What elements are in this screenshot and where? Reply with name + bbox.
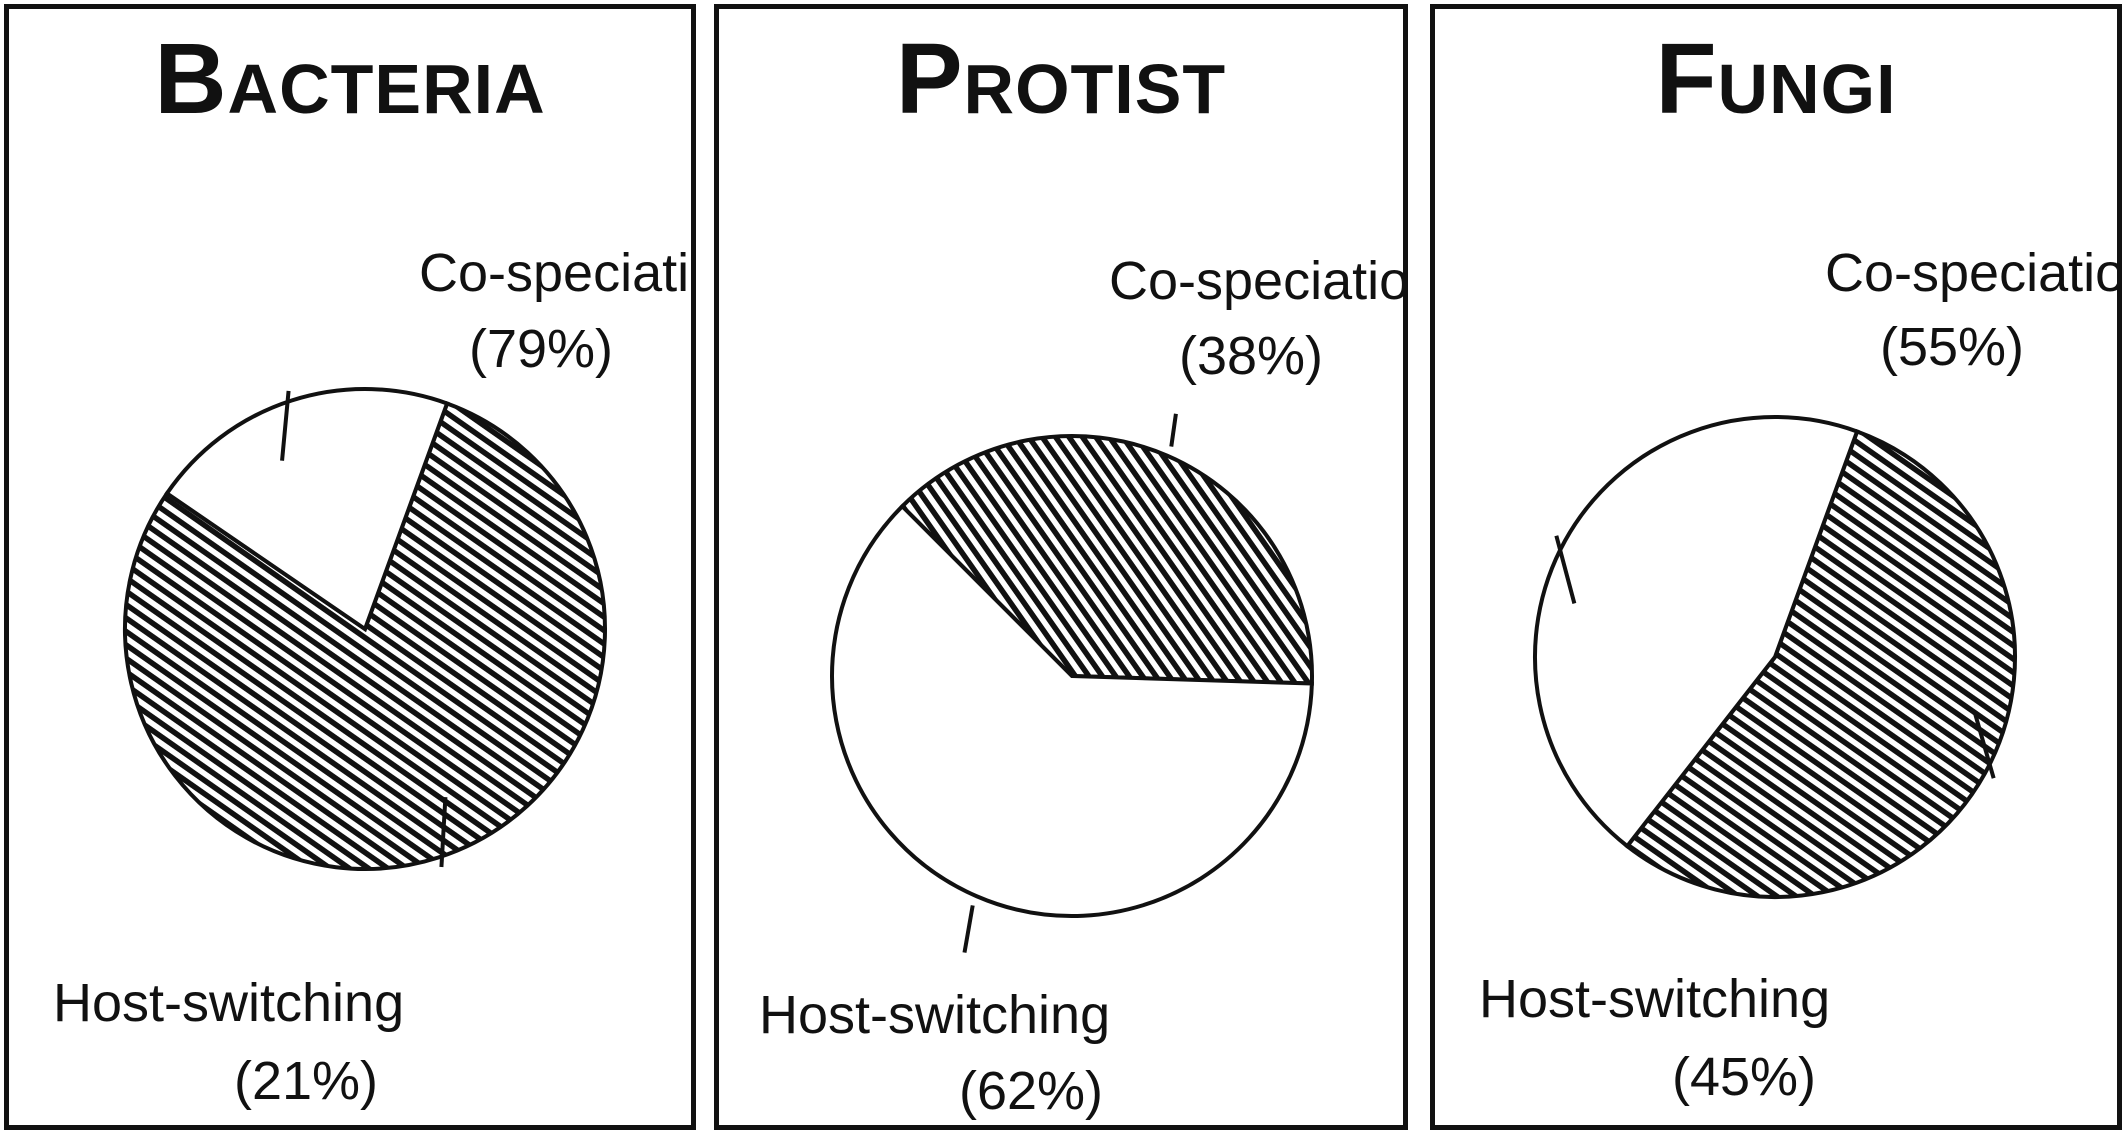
pie-chart-svg: Co-speciation (55%) Host-switching (45%) <box>1479 243 2117 1107</box>
leader-line <box>1169 413 1178 447</box>
leader-line <box>1972 710 1996 779</box>
slice-label: Host-switching <box>759 985 1110 1045</box>
leader-line <box>280 390 291 461</box>
pie-slice-host-switching <box>830 503 1314 918</box>
slice-percent-label: (21%) <box>234 1051 378 1111</box>
pie-slice-host-switching <box>1532 415 1860 849</box>
slice-label: Co-speciation <box>419 243 691 303</box>
chart-title: Protist <box>895 23 1227 135</box>
leader-line <box>1554 535 1577 604</box>
chart-panel-bacteria: Bacteria Co-speciation (79%) Host-switchin… <box>4 4 696 1130</box>
slice-label: Host-switching <box>1479 969 1830 1029</box>
slice-percent-label: (55%) <box>1880 317 2024 377</box>
slice-percent-label: (38%) <box>1179 326 1323 386</box>
pie-chart-svg: Co-speciation (79%) Host-switching (21%) <box>53 243 691 1111</box>
chart-panel-fungi: Fungi Co-speciation (55%) Host-switching (4… <box>1430 4 2122 1130</box>
leader-line <box>439 797 448 868</box>
chart-title: Bacteria <box>154 23 546 135</box>
slice-label: Co-speciation <box>1109 251 1403 311</box>
chart-title: Fungi <box>1655 23 1897 135</box>
slice-percent-label: (62%) <box>959 1061 1103 1121</box>
slice-label: Co-speciation <box>1825 243 2117 303</box>
slice-label: Host-switching <box>53 973 404 1033</box>
pie-slice-co-speciation <box>899 434 1314 686</box>
pie-slice-host-switching <box>164 387 450 633</box>
slice-percent-label: (79%) <box>469 319 613 379</box>
pie-chart-svg: Co-speciation (38%) Host-switching (62%) <box>759 251 1403 1121</box>
chart-panel-protist: Protist Co-speciation (38%) Host-switching… <box>714 4 1408 1130</box>
pie-slice-co-speciation <box>1624 428 2017 899</box>
pie-slice-co-speciation <box>123 400 607 871</box>
slice-percent-label: (45%) <box>1672 1047 1816 1107</box>
leader-line <box>962 905 975 953</box>
